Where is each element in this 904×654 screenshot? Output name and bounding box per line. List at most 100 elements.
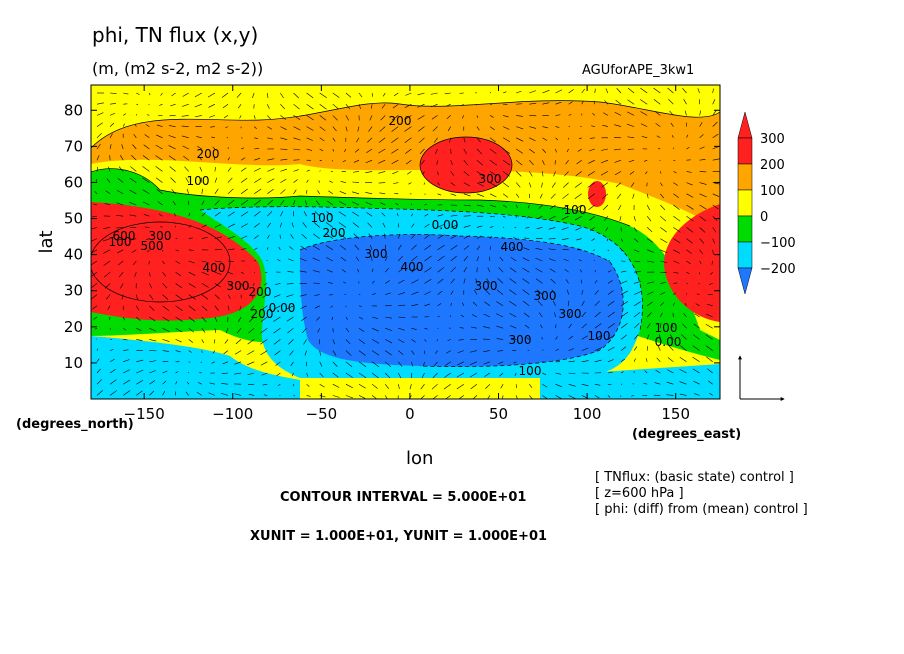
flux-arrow [358, 350, 366, 356]
flux-arrow [227, 271, 234, 275]
flux-arrow [107, 305, 111, 310]
flux-arrow [199, 166, 203, 172]
flux-arrow [254, 178, 262, 183]
flux-arrow [365, 171, 373, 174]
flux-arrow [417, 115, 425, 120]
flux-arrow [589, 137, 595, 139]
flux-arrow [679, 357, 687, 363]
flux-arrow [162, 327, 170, 332]
flux-arrow [616, 88, 622, 94]
flux-arrow [340, 181, 346, 183]
flux-arrow [627, 111, 635, 116]
flux-arrow [620, 280, 628, 284]
flux-arrow [633, 311, 641, 318]
flux-arrow [273, 327, 281, 334]
flux-arrow [568, 383, 576, 387]
flux-arrow [510, 325, 517, 329]
flux-arrow [142, 177, 150, 183]
flux-arrow [247, 372, 255, 376]
flux-arrow [188, 327, 195, 333]
flux-arrow [267, 158, 275, 161]
flux-arrow [319, 383, 325, 388]
flux-arrow [380, 115, 386, 121]
flux-arrow [254, 157, 261, 161]
flux-arrow [699, 182, 707, 185]
flux-arrow [706, 356, 713, 363]
flux-arrow [450, 290, 454, 295]
flux-arrow [619, 216, 622, 221]
flux-arrow [129, 202, 137, 206]
flux-arrow [712, 88, 714, 94]
flux-arrow [109, 133, 113, 138]
flux-arrow [420, 395, 425, 399]
flux-arrow [641, 135, 648, 139]
flux-arrow [398, 304, 406, 307]
flux-arrow [293, 148, 301, 151]
flux-arrow [339, 201, 347, 206]
flux-arrow [555, 89, 563, 94]
flux-arrow [201, 200, 205, 206]
flux-arrow [574, 215, 582, 221]
flux-arrow [103, 238, 111, 242]
flux-arrow [686, 249, 692, 254]
flux-arrow [94, 191, 98, 194]
flux-arrow [247, 361, 255, 366]
flux-arrow [699, 238, 705, 244]
flux-arrow [280, 158, 288, 161]
flux-arrow [155, 155, 163, 161]
flux-arrow [162, 260, 165, 265]
flux-arrow [591, 125, 595, 127]
flux-arrow [356, 137, 360, 143]
flux-arrow [317, 328, 320, 333]
flux-arrow [235, 339, 242, 345]
flux-arrow [182, 92, 189, 97]
flux-arrow [591, 238, 595, 241]
flux-arrow [194, 92, 202, 98]
x-tick-label: 100 [573, 405, 602, 423]
flux-arrow [529, 137, 536, 142]
flux-arrow [91, 294, 98, 300]
flux-arrow [672, 135, 674, 138]
flux-arrow [381, 212, 386, 217]
flux-arrow [620, 238, 623, 242]
flux-arrow [267, 222, 272, 228]
contour-label: 100 [109, 235, 132, 249]
flux-arrow [432, 126, 438, 132]
y-tick-label: 60 [64, 173, 83, 191]
flux-arrow [201, 224, 207, 228]
flux-arrow [306, 115, 314, 121]
flux-arrow [326, 269, 333, 273]
flux-arrow [371, 280, 375, 284]
flux-arrow [144, 226, 150, 228]
flux-arrow [162, 350, 169, 352]
flux-arrow [669, 334, 674, 340]
flux-arrow [487, 267, 491, 273]
flux-arrow [110, 92, 117, 94]
flux-arrow [267, 126, 273, 130]
flux-arrow [707, 380, 713, 385]
flux-arrow [594, 311, 601, 318]
flux-arrow [252, 92, 255, 98]
flux-arrow [116, 202, 124, 206]
flux-arrow [252, 283, 255, 286]
flux-arrow [287, 327, 294, 334]
flux-arrow [614, 159, 622, 163]
flux-arrow [274, 283, 281, 285]
flux-arrow [148, 103, 150, 106]
flux-arrow [602, 124, 608, 127]
flux-arrow [489, 193, 497, 198]
flux-arrow [529, 102, 537, 105]
flux-arrow [430, 92, 438, 95]
flux-arrow [214, 177, 218, 183]
flux-arrow [398, 244, 402, 250]
flux-arrow [267, 104, 270, 109]
contour-label: 600 [113, 229, 136, 243]
flux-arrow [660, 215, 667, 222]
flux-arrow [319, 148, 324, 152]
flux-arrow [424, 213, 429, 217]
flux-arrow [660, 282, 667, 284]
flux-arrow [293, 200, 296, 206]
flux-arrow [332, 92, 340, 98]
flux-arrow [488, 256, 491, 262]
flux-arrow [509, 267, 517, 273]
